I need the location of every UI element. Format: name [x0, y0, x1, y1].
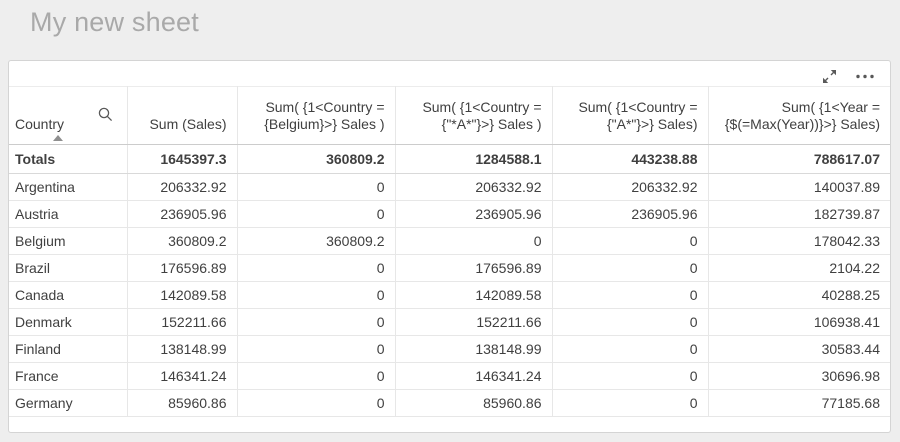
totals-cell: 360809.2 [237, 144, 396, 174]
measure-cell: 206332.92 [552, 173, 709, 201]
measure-cell: 360809.2 [127, 227, 238, 255]
measure-cell: 0 [552, 308, 709, 336]
column-header-sum-max-year[interactable]: Sum( {1<Year = {$(=Max(Year))}>} Sales) [708, 86, 890, 145]
card-toolbar [9, 61, 890, 86]
measure-cell: 30583.44 [708, 335, 890, 363]
measure-cell: 176596.89 [395, 254, 553, 282]
measure-cell: 0 [552, 254, 709, 282]
measure-cell: 0 [552, 227, 709, 255]
measure-cell: 152211.66 [127, 308, 238, 336]
measure-cell: 0 [237, 389, 396, 417]
measure-cell: 140037.89 [708, 173, 890, 201]
country-cell[interactable]: Brazil [9, 254, 128, 282]
table-row-denmark: Denmark 152211.66 0 152211.66 0 106938.4… [9, 308, 890, 336]
measure-cell: 0 [237, 173, 396, 201]
fullscreen-icon[interactable] [821, 68, 838, 85]
measure-cell: 0 [237, 254, 396, 282]
table-row-canada: Canada 142089.58 0 142089.58 0 40288.25 [9, 281, 890, 309]
measure-cell: 182739.87 [708, 200, 890, 228]
column-header-sum-belgium[interactable]: Sum( {1<Country = {Belgium}>} Sales ) [237, 86, 396, 145]
measure-cell: 0 [552, 281, 709, 309]
measure-cell: 0 [237, 308, 396, 336]
sort-ascending-icon [53, 135, 63, 141]
country-cell[interactable]: Belgium [9, 227, 128, 255]
measure-cell: 138148.99 [127, 335, 238, 363]
measure-cell: 206332.92 [127, 173, 238, 201]
table-visualization-card: Country Sum (Sales) Sum( {1<Country = {B… [8, 60, 891, 433]
totals-row: Totals 1645397.3 360809.2 1284588.1 4432… [9, 144, 890, 174]
measure-cell: 138148.99 [395, 335, 553, 363]
measure-cell: 142089.58 [127, 281, 238, 309]
measure-cell: 142089.58 [395, 281, 553, 309]
table-row-austria: Austria 236905.96 0 236905.96 236905.96 … [9, 200, 890, 228]
measure-cell: 0 [237, 335, 396, 363]
more-options-icon[interactable] [854, 68, 876, 85]
table-row-argentina: Argentina 206332.92 0 206332.92 206332.9… [9, 173, 890, 201]
measure-cell: 0 [552, 362, 709, 390]
totals-cell: 1284588.1 [395, 144, 553, 174]
measure-cell: 206332.92 [395, 173, 553, 201]
sheet-title: My new sheet [30, 7, 199, 37]
measure-cell: 236905.96 [395, 200, 553, 228]
country-cell[interactable]: Austria [9, 200, 128, 228]
measure-cell: 85960.86 [395, 389, 553, 417]
country-cell[interactable]: Argentina [9, 173, 128, 201]
measure-cell: 146341.24 [395, 362, 553, 390]
column-header-country[interactable]: Country [9, 86, 128, 145]
measure-cell: 85960.86 [127, 389, 238, 417]
measure-cell: 0 [237, 281, 396, 309]
totals-cell: 1645397.3 [127, 144, 238, 174]
search-icon[interactable] [97, 106, 114, 123]
measure-cell: 236905.96 [127, 200, 238, 228]
measure-cell: 0 [552, 389, 709, 417]
measure-cell: 2104.22 [708, 254, 890, 282]
country-cell[interactable]: France [9, 362, 128, 390]
measure-cell: 360809.2 [237, 227, 396, 255]
measure-cell: 176596.89 [127, 254, 238, 282]
totals-cell: 788617.07 [708, 144, 890, 174]
measure-cell: 77185.68 [708, 389, 890, 417]
column-header-sum-wildcard-contains-a[interactable]: Sum( {1<Country = {"*A*"}>} Sales ) [395, 86, 553, 145]
measure-cell: 146341.24 [127, 362, 238, 390]
measure-cell: 152211.66 [395, 308, 553, 336]
country-cell[interactable]: Germany [9, 389, 128, 417]
table-row-brazil: Brazil 176596.89 0 176596.89 0 2104.22 [9, 254, 890, 282]
column-header-sum-sales[interactable]: Sum (Sales) [127, 86, 238, 145]
straight-table: Country Sum (Sales) Sum( {1<Country = {B… [9, 86, 890, 417]
table-row-france: France 146341.24 0 146341.24 0 30696.98 [9, 362, 890, 390]
measure-cell: 178042.33 [708, 227, 890, 255]
country-cell[interactable]: Denmark [9, 308, 128, 336]
measure-cell: 0 [237, 200, 396, 228]
measure-cell: 0 [237, 362, 396, 390]
measure-cell: 0 [395, 227, 553, 255]
header-row: Country Sum (Sales) Sum( {1<Country = {B… [9, 86, 890, 145]
measure-cell: 106938.41 [708, 308, 890, 336]
measure-cell: 40288.25 [708, 281, 890, 309]
country-cell[interactable]: Finland [9, 335, 128, 363]
table-row-germany: Germany 85960.86 0 85960.86 0 77185.68 [9, 389, 890, 417]
column-header-label: Country [15, 116, 65, 132]
country-cell[interactable]: Canada [9, 281, 128, 309]
measure-cell: 0 [552, 335, 709, 363]
column-header-sum-wildcard-starts-a[interactable]: Sum( {1<Country = {"A*"}>} Sales) [552, 86, 709, 145]
totals-label: Totals [9, 144, 128, 174]
measure-cell: 30696.98 [708, 362, 890, 390]
table-row-finland: Finland 138148.99 0 138148.99 0 30583.44 [9, 335, 890, 363]
measure-cell: 236905.96 [552, 200, 709, 228]
totals-cell: 443238.88 [552, 144, 709, 174]
table-row-belgium: Belgium 360809.2 360809.2 0 0 178042.33 [9, 227, 890, 255]
